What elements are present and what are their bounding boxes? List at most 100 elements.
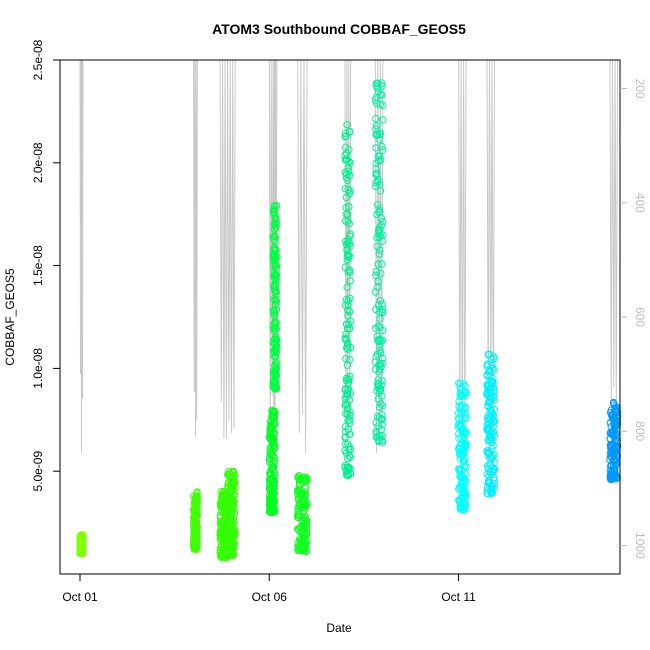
data-segment [189,488,202,553]
data-point [460,449,468,457]
data-point [606,434,614,443]
data-point [342,193,350,202]
data-point [342,210,350,218]
data-point [372,125,380,133]
data-point [462,491,470,499]
data-segment [265,406,279,516]
data-point [455,379,463,387]
data-point [265,492,274,500]
data-segment [606,398,622,484]
data-point [378,354,387,363]
data-point [344,471,353,479]
data-point [373,201,382,209]
data-point [375,229,383,238]
data-point [265,476,274,484]
data-point [77,545,86,554]
data-point [375,436,383,445]
data-point [301,496,309,504]
data-point [379,360,387,368]
right-axis: 200 400 600 800 1000 [620,79,647,559]
data-point [344,238,352,246]
data-point [341,440,350,448]
data-point [456,465,464,473]
data-point [486,455,494,463]
data-point [341,133,349,141]
data-point [372,267,380,276]
data-point [190,511,199,520]
data-point [490,451,498,459]
data-point [270,378,278,386]
data-segment [483,350,499,498]
data-point [79,547,87,555]
data-point [490,354,498,363]
data-point [191,532,199,540]
data-point [294,486,302,494]
data-point [378,260,386,268]
data-point [372,114,380,123]
data-point [345,253,353,261]
data-point [272,224,280,232]
data-point [378,218,387,226]
data-point [375,205,383,213]
data-point [228,548,236,556]
data-point [490,484,498,493]
data-point [341,461,349,470]
data-point [372,305,380,314]
data-point [378,308,387,317]
data-point [606,466,614,475]
data-point [372,121,381,130]
data-point [346,453,354,461]
data-point [484,421,492,429]
data-point [344,268,352,276]
data-point [609,461,618,469]
data-point [192,502,200,510]
right-tick-label: 1000 [633,532,647,559]
data-point [484,437,492,445]
data-point [271,457,279,465]
data-point [373,84,382,92]
data-point [272,262,281,270]
data-point [487,377,495,385]
data-point [295,544,303,552]
y-tick-label: 5.0e-09 [31,451,45,492]
data-point [379,231,387,239]
data-segment [454,379,470,514]
data-point [344,185,352,194]
data-point [343,246,351,254]
data-point [191,528,200,537]
data-point [343,324,352,333]
data-point [485,367,493,376]
data-point [461,454,469,462]
data-point [371,358,379,366]
data-point [376,308,384,316]
data-point [613,420,622,428]
data-point [269,256,277,265]
data-point [371,288,380,296]
data-point [378,402,387,410]
data-point [377,414,385,423]
data-point [606,449,615,457]
data-point [271,296,279,304]
data-point [268,438,276,446]
data-point [272,318,280,327]
data-point [343,121,351,129]
data-point [346,355,354,364]
data-point [341,386,349,394]
data-point [345,171,354,180]
data-point [341,433,350,441]
data-point [225,468,233,476]
data-point [374,260,382,268]
data-point [375,368,384,376]
data-point [341,463,349,472]
data-point [376,365,384,373]
data-point [294,504,302,512]
data-point [266,468,274,477]
data-point [378,146,387,154]
data-point [271,213,279,222]
data-point [270,243,279,252]
data-point [372,130,381,138]
data-point [217,536,225,544]
data-point [372,79,381,88]
data-point [344,167,353,176]
data-point [271,384,279,392]
